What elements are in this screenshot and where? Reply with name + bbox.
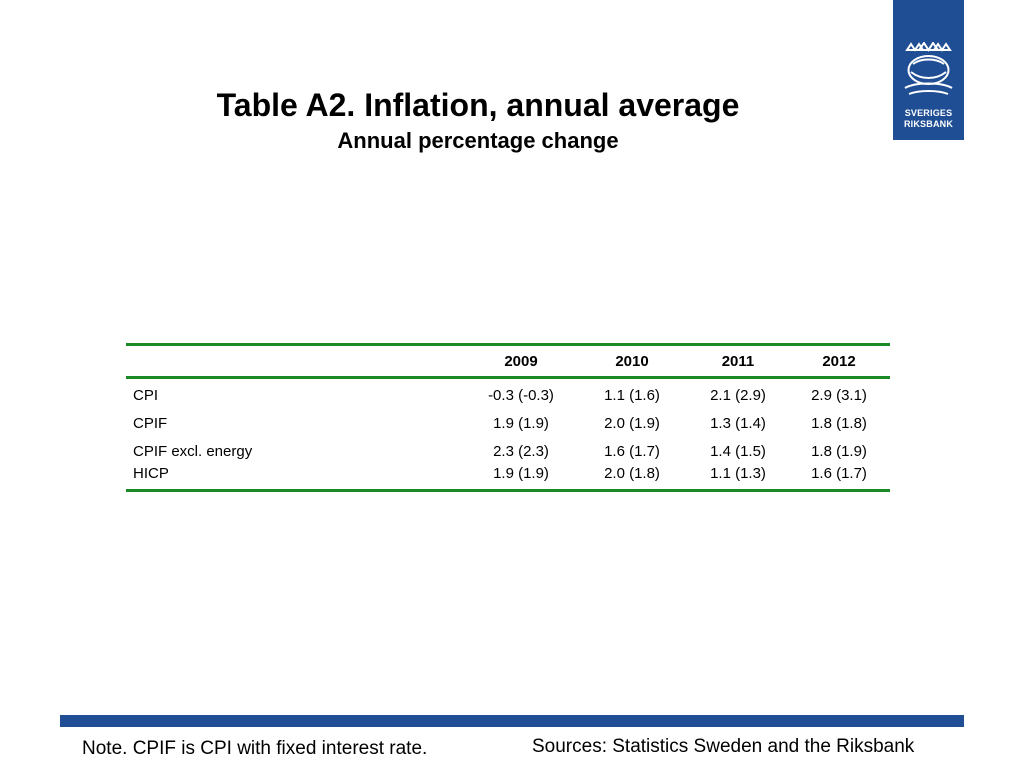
table-cell: 1.6 (1.7): [788, 465, 890, 492]
column-header-2012: 2012: [788, 343, 890, 379]
table-cell: 2.9 (3.1): [811, 386, 867, 404]
table-cell: 1.1 (1.6): [604, 386, 660, 404]
logo-text-line1: SVERIGES: [904, 108, 953, 118]
table-cell: 1.1 (1.3): [688, 465, 788, 492]
table-cell: 1.6 (1.7): [604, 442, 660, 460]
column-header: [126, 343, 466, 379]
table-cell: -0.3 (-0.3): [488, 386, 554, 404]
sources-note: Sources: Statistics Sweden and the Riksb…: [532, 736, 915, 757]
table-header-row: 2009 2010 2011 2012: [126, 343, 890, 379]
row-label: CPIF: [133, 414, 168, 432]
column-header-2010: 2010: [576, 343, 688, 379]
table-cell: 2.3 (2.3): [493, 442, 549, 460]
footer-bar: [60, 715, 964, 727]
column-header-2009: 2009: [466, 343, 576, 379]
page-title: Table A2. Inflation, annual average: [216, 87, 740, 123]
table-row: HICP 1.9 (1.9) 2.0 (1.8) 1.1 (1.3) 1.6 (…: [126, 465, 890, 492]
logo-text-line2: RIKSBANK: [903, 119, 954, 129]
row-label: HICP: [126, 465, 466, 492]
table-cell: 1.3 (1.4): [710, 414, 766, 432]
table-cell: 2.0 (1.9): [604, 414, 660, 432]
table-cell: 1.9 (1.9): [466, 465, 576, 492]
table-row: CPI -0.3 (-0.3) 1.1 (1.6) 2.1 (2.9) 2.9 …: [126, 378, 890, 410]
table-cell: 1.8 (1.8): [811, 414, 867, 432]
inflation-table: 2009 2010 2011 2012 CPI -0.3 (-0.3) 1.1 …: [126, 343, 890, 492]
crowns-emblem-icon: [904, 42, 953, 95]
column-header-2011: 2011: [688, 343, 788, 379]
page-subtitle: Annual percentage change: [337, 128, 619, 153]
table-cell: 1.8 (1.9): [811, 442, 867, 460]
table-row: CPIF 1.9 (1.9) 2.0 (1.9) 1.3 (1.4) 1.8 (…: [126, 409, 890, 437]
footnote: Note. CPIF is CPI with fixed interest ra…: [82, 738, 428, 759]
table-cell: 2.0 (1.8): [576, 465, 688, 492]
table-cell: 1.4 (1.5): [710, 442, 766, 460]
table-cell: 2.1 (2.9): [710, 386, 766, 404]
table-row: CPIF excl. energy 2.3 (2.3) 1.6 (1.7) 1.…: [126, 437, 890, 465]
row-label: CPIF excl. energy: [133, 442, 253, 460]
table-cell: 1.9 (1.9): [493, 414, 549, 432]
row-label: CPI: [133, 386, 159, 404]
riksbank-logo: SVERIGES RIKSBANK: [893, 0, 964, 140]
